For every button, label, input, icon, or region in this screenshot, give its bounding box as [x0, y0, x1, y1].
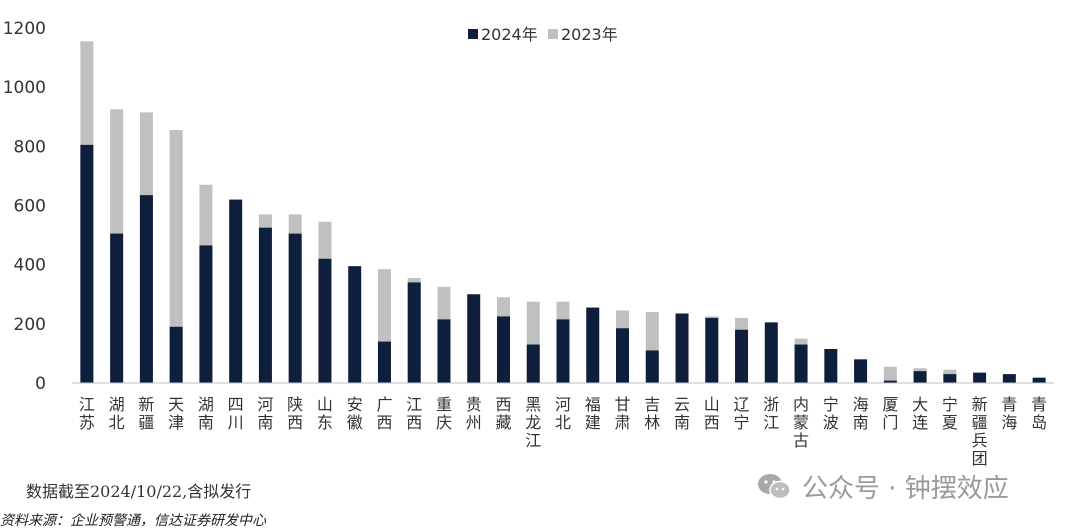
legend-swatch: [548, 29, 558, 39]
category-label: 宁波: [823, 395, 839, 432]
category-label: 天津: [168, 395, 184, 432]
category-label: 甘肃: [615, 395, 631, 432]
bar-2024-26: [854, 359, 868, 383]
bar-2024-6: [258, 227, 272, 383]
source-text: 资料来源：企业预警通，信达证券研发中心: [0, 513, 266, 529]
y-tick-label: 200: [14, 315, 46, 335]
category-label: 陕西: [287, 395, 303, 432]
category-label: 四川: [228, 395, 244, 432]
category-label: 宁夏: [942, 395, 958, 432]
category-label: 辽宁: [734, 395, 750, 432]
bar-2024-22: [735, 329, 749, 383]
data-note: 数据截至2024/10/22,含拟发行: [26, 482, 252, 501]
bar-2024-2: [139, 195, 153, 383]
category-label: 黑龙江: [525, 395, 541, 450]
category-label: 青海: [1001, 395, 1017, 432]
watermark-text: 公众号 · 钟摆效应: [802, 474, 1009, 504]
bar-2024-31: [1002, 374, 1016, 383]
bar-2024-3: [169, 326, 183, 383]
legend-label: 2023年: [561, 25, 618, 44]
category-label: 安徽: [347, 395, 363, 432]
category-label: 河北: [555, 395, 571, 432]
category-label: 青岛: [1031, 395, 1047, 432]
bar-2024-28: [913, 371, 927, 383]
bar-2024-20: [675, 313, 689, 383]
category-label: 广西: [376, 395, 392, 432]
bar-2024-1: [110, 233, 124, 383]
bar-2024-5: [229, 199, 243, 383]
category-label: 福建: [585, 395, 601, 432]
bar-2024-24: [794, 344, 808, 383]
bar-2024-17: [586, 307, 600, 383]
y-tick-label: 800: [14, 137, 46, 157]
bar-2024-11: [407, 282, 421, 383]
legend: 2024年 2023年: [468, 25, 618, 44]
category-label: 贵州: [466, 395, 482, 432]
y-axis: 0 200 400 600 800 1000 1200: [3, 19, 46, 394]
y-tick-label: 1000: [3, 78, 46, 98]
category-label: 新疆: [138, 395, 154, 432]
bar-2024-9: [348, 266, 362, 383]
category-label: 云南: [674, 395, 690, 432]
watermark: 公众号 · 钟摆效应: [756, 468, 1009, 505]
bar-2024-8: [318, 258, 332, 383]
legend-swatch: [468, 29, 478, 39]
bar-2024-12: [437, 319, 451, 383]
x-axis-labels: 江苏湖北新疆天津湖南四川河南陕西山东安徽广西江西重庆贵州西藏黑龙江河北福建甘肃吉…: [79, 395, 1047, 468]
y-tick-label: 600: [14, 197, 46, 217]
category-label: 湖南: [198, 395, 214, 432]
bar-2024-25: [824, 348, 838, 383]
bar-2024-23: [764, 322, 778, 383]
category-label: 新疆兵团: [972, 395, 988, 468]
bar-2024-0: [80, 144, 94, 383]
category-label: 湖北: [109, 395, 125, 432]
legend-label: 2024年: [481, 25, 538, 44]
category-label: 山东: [317, 395, 333, 432]
bar-chart: 0 200 400 600 800 1000 1200 江苏湖北新疆天津湖南四川河南陕西山东…: [3, 19, 1054, 468]
bar-2024-19: [645, 350, 659, 383]
bar-2024-10: [377, 341, 391, 383]
category-label: 厦门: [882, 395, 898, 432]
y-tick-label: 400: [14, 256, 46, 276]
bar-2024-13: [467, 294, 481, 383]
category-label: 山西: [704, 395, 720, 432]
category-label: 海南: [853, 395, 869, 432]
bar-2024-21: [705, 317, 719, 383]
bar-2024-32: [1032, 377, 1046, 383]
bar-2024-18: [616, 328, 630, 383]
bar-2024-16: [556, 319, 570, 383]
y-tick-label: 0: [35, 374, 46, 394]
category-label: 内蒙古: [793, 395, 809, 450]
bar-2023-3: [169, 130, 183, 383]
bars: [80, 41, 1046, 384]
category-label: 河南: [257, 395, 273, 432]
bar-2024-30: [973, 372, 987, 383]
wechat-icon: [758, 473, 791, 499]
category-label: 江苏: [79, 395, 95, 432]
bar-2024-14: [496, 316, 510, 383]
bar-2024-4: [199, 245, 213, 383]
bar-2024-15: [526, 344, 540, 383]
bar-2023-27: [883, 366, 897, 383]
category-label: 大连: [912, 395, 928, 432]
bar-2024-7: [288, 233, 302, 383]
category-label: 重庆: [436, 395, 452, 432]
bar-2024-27: [883, 380, 897, 383]
category-label: 江西: [406, 395, 422, 432]
category-label: 西藏: [495, 395, 511, 432]
category-label: 浙江: [763, 395, 779, 432]
category-label: 吉林: [644, 395, 660, 432]
bar-2024-29: [943, 374, 957, 383]
y-tick-label: 1200: [3, 19, 46, 39]
